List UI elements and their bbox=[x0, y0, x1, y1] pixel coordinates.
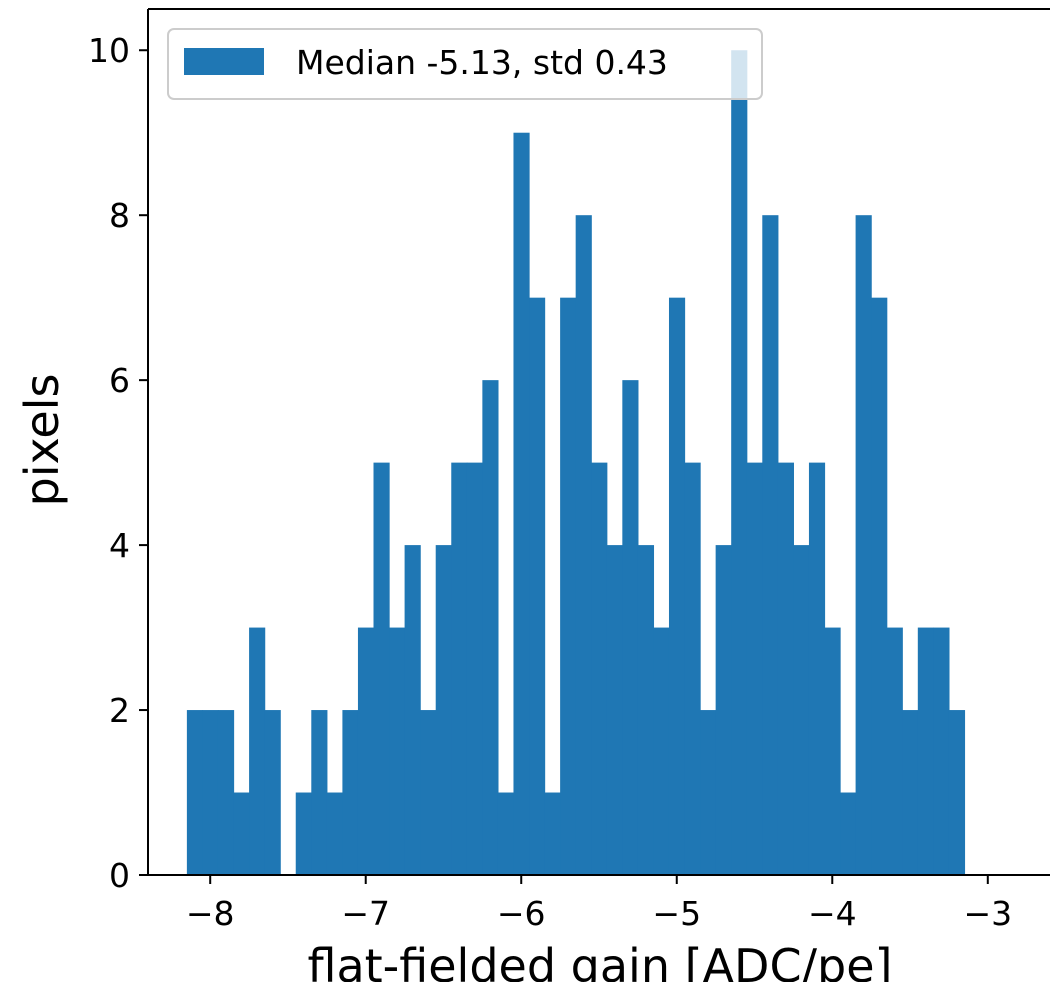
histogram-bar bbox=[420, 710, 437, 875]
histogram-bar bbox=[217, 710, 235, 875]
legend-entry-label: Median -5.13, std 0.43 bbox=[296, 43, 668, 82]
y-axis-label: pixels bbox=[15, 374, 69, 507]
histogram-bar bbox=[653, 627, 670, 875]
histogram-bar bbox=[249, 627, 266, 875]
histogram-bar bbox=[186, 710, 204, 875]
histogram-bar bbox=[731, 50, 748, 876]
histogram-bar bbox=[497, 792, 515, 875]
histogram-bar bbox=[840, 792, 857, 875]
legend: Median -5.13, std 0.43 bbox=[167, 28, 763, 100]
histogram-bar bbox=[357, 627, 375, 875]
histogram-bar bbox=[871, 297, 888, 875]
histogram-bar bbox=[389, 627, 406, 875]
histogram-bar bbox=[326, 792, 343, 875]
histogram-bar bbox=[529, 297, 546, 875]
x-axis-ticks: −8 −7 −6 −5 −4 −3 bbox=[186, 875, 1012, 933]
histogram-bar bbox=[311, 710, 328, 875]
y-tick-label: 10 bbox=[88, 31, 130, 70]
histogram-bar bbox=[622, 380, 639, 875]
histogram-bar bbox=[606, 545, 623, 875]
histogram-bar bbox=[560, 297, 577, 875]
legend-swatch bbox=[184, 48, 264, 75]
x-tick-label: −8 bbox=[186, 894, 235, 933]
histogram-bar bbox=[684, 462, 701, 875]
histogram-bar bbox=[777, 462, 794, 875]
histogram-bar bbox=[451, 462, 468, 875]
histogram-bar bbox=[808, 462, 826, 875]
histogram-bar bbox=[762, 215, 779, 875]
y-tick-label: 8 bbox=[109, 196, 130, 235]
histogram-bar bbox=[435, 545, 452, 875]
histogram-bar bbox=[342, 710, 359, 875]
y-tick-label: 6 bbox=[109, 361, 130, 400]
x-tick-label: −3 bbox=[963, 894, 1012, 933]
histogram-bar bbox=[793, 545, 810, 875]
x-tick-label: −6 bbox=[497, 894, 546, 933]
histogram-bar bbox=[404, 545, 421, 875]
histogram-bar bbox=[948, 710, 966, 875]
histogram-bars bbox=[186, 50, 966, 876]
y-tick-label: 2 bbox=[109, 691, 130, 730]
histogram-bar bbox=[668, 297, 686, 875]
histogram-bar bbox=[202, 710, 219, 875]
y-axis-ticks: 0 2 4 6 8 10 bbox=[88, 31, 148, 895]
histogram-bar bbox=[824, 627, 841, 875]
histogram-bar bbox=[544, 792, 561, 875]
histogram-bar bbox=[715, 545, 732, 875]
x-tick-label: −7 bbox=[341, 894, 390, 933]
histogram-bar bbox=[855, 215, 872, 875]
histogram-bar bbox=[575, 215, 592, 875]
y-tick-label: 4 bbox=[109, 526, 130, 565]
histogram-bar bbox=[700, 710, 717, 875]
x-tick-label: −5 bbox=[652, 894, 701, 933]
histogram-bar bbox=[264, 710, 281, 875]
histogram-bar bbox=[513, 132, 530, 875]
histogram-bar bbox=[886, 627, 903, 875]
legend-box bbox=[167, 28, 763, 100]
histogram-bar bbox=[233, 792, 250, 875]
histogram-bar bbox=[902, 710, 919, 875]
histogram-bar bbox=[295, 792, 312, 875]
histogram-bar bbox=[466, 462, 483, 875]
y-tick-label: 0 bbox=[109, 856, 130, 895]
x-axis-label: flat-fielded gain [ADC/pe] bbox=[307, 939, 892, 982]
histogram-bar bbox=[933, 627, 950, 875]
histogram-bar bbox=[637, 545, 655, 875]
histogram-bar bbox=[482, 380, 499, 875]
histogram-bar bbox=[591, 462, 608, 875]
histogram-bar bbox=[373, 462, 390, 875]
histogram-bar bbox=[746, 462, 763, 875]
histogram-bar bbox=[917, 627, 934, 875]
x-tick-label: −4 bbox=[808, 894, 857, 933]
